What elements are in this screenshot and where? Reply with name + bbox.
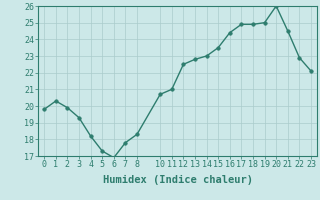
X-axis label: Humidex (Indice chaleur): Humidex (Indice chaleur) xyxy=(103,175,252,185)
